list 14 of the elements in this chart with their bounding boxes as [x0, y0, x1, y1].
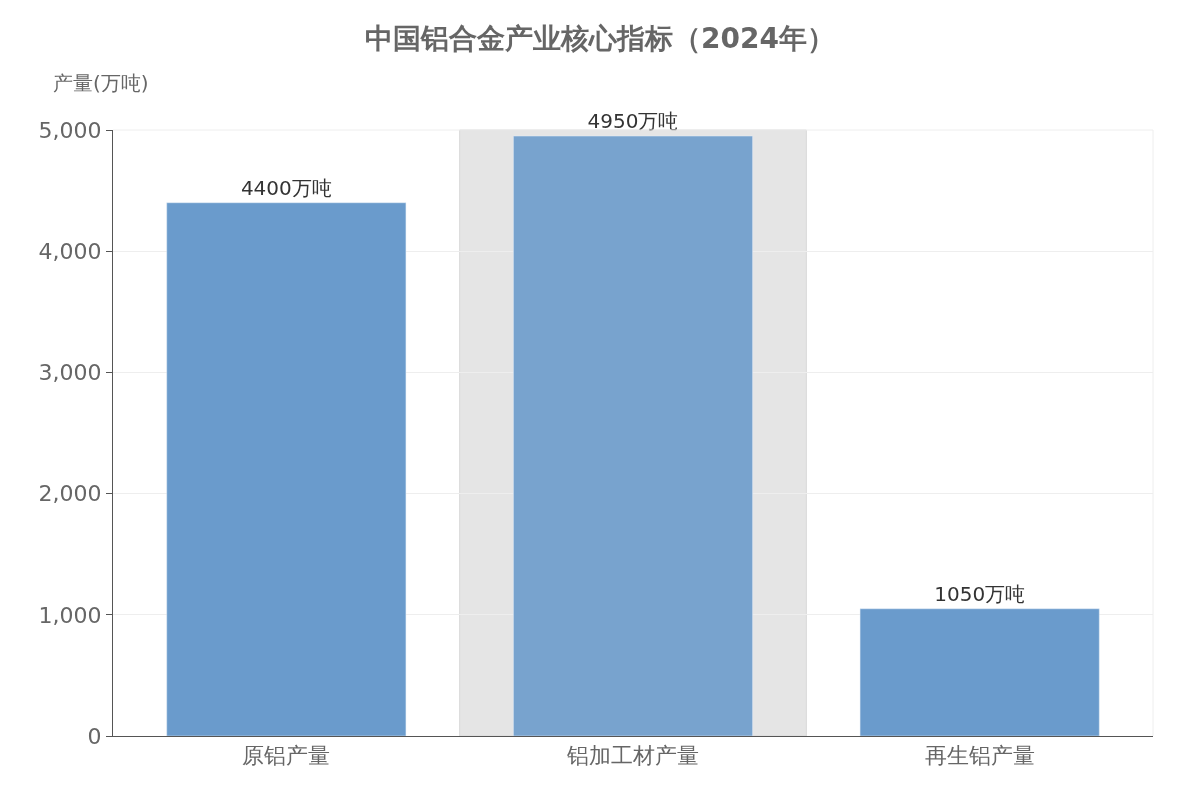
chart-title: 中国铝合金产业核心指标（2024年）	[365, 21, 835, 55]
x-tick-label: 铝加工材产量	[566, 743, 699, 769]
data-label: 4400万吨	[240, 175, 332, 200]
y-tick-label: 2,000	[38, 481, 102, 507]
y-tick-label: 4,000	[38, 238, 102, 264]
y-tick-label: 5,000	[38, 117, 102, 143]
y-tick-label: 3,000	[38, 360, 102, 386]
y-tick-label: 0	[87, 723, 102, 749]
x-tick-label: 原铝产量	[242, 743, 331, 769]
y-tick-label: 1,000	[38, 602, 102, 628]
data-label: 1050万吨	[934, 581, 1026, 606]
data-label: 4950万吨	[587, 109, 679, 134]
x-tick-label: 再生铝产量	[924, 743, 1035, 769]
y-axis-title: 产量(万吨)	[53, 71, 149, 95]
